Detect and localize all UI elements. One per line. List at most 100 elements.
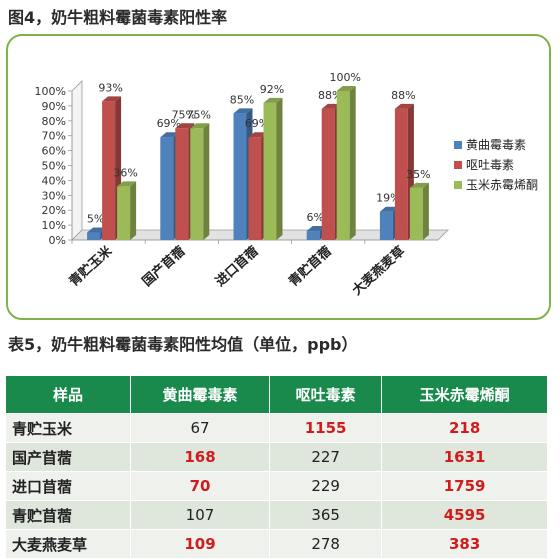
x-tick-label: 国产苜蓿 [139, 243, 188, 290]
table-cell: 67 [130, 413, 270, 443]
bar [87, 232, 101, 240]
data-label: 75% [172, 108, 196, 121]
table-row: 进口苜蓿 70 229 1759 [5, 471, 548, 501]
bar-top-face [379, 206, 399, 212]
bar-top-face [394, 103, 414, 109]
data-label: 69% [157, 117, 181, 130]
legend-swatch [454, 141, 462, 149]
row-sample-name: 青贮苜蓿 [5, 500, 131, 530]
bar-top-face [263, 97, 283, 103]
figure-title: 图4，奶牛粗料霉菌毒素阳性率 [8, 8, 228, 27]
header-zen: 玉米赤霉烯酮 [381, 375, 548, 414]
table-row: 大麦燕麦草 109 278 383 [5, 529, 548, 559]
data-label: 5% [87, 213, 104, 226]
table-cell: 1631 [381, 442, 548, 472]
x-tick-label: 青贮玉米 [66, 242, 116, 289]
bar [117, 186, 131, 240]
bar [248, 137, 262, 240]
table-cell: 229 [268, 471, 383, 501]
table-cell: 168 [130, 442, 270, 472]
bar-top-face [409, 182, 429, 188]
legend-label: 玉米赤霉烯酮 [466, 178, 538, 192]
legend-label: 黄曲霉毒素 [466, 138, 526, 152]
legend-swatch [454, 181, 462, 189]
y-tick-label: 100% [35, 85, 66, 98]
data-label: 100% [329, 71, 360, 84]
y-tick-label: 90% [42, 100, 66, 113]
legend-swatch [454, 161, 462, 169]
table-cell: 109 [130, 529, 270, 559]
bar-top-face [306, 226, 326, 232]
bar-top-face [190, 123, 210, 129]
data-label: 85% [230, 93, 254, 106]
y-tick-label: 50% [42, 160, 66, 173]
x-tick-label: 进口苜蓿 [212, 243, 261, 290]
bar-top-face [117, 181, 137, 187]
row-sample-name: 国产苜蓿 [5, 442, 131, 472]
data-label: 75% [187, 108, 211, 121]
table-cell: 227 [268, 442, 383, 472]
bar [379, 211, 393, 240]
bar-top-face [233, 108, 253, 114]
y-tick-label: 60% [42, 145, 66, 158]
chart-side-wall [71, 80, 83, 241]
legend-label: 呕吐毒素 [466, 158, 514, 172]
bar-side-face [203, 123, 210, 240]
bar-top-face [160, 132, 180, 138]
bar [336, 91, 350, 240]
data-label: 69% [245, 117, 269, 130]
y-tick-label: 40% [42, 174, 66, 187]
table-header-row: 样品 黄曲霉毒素 呕吐毒素 玉米赤霉烯酮 [5, 375, 548, 414]
bar [263, 102, 277, 240]
data-label: 88% [318, 89, 342, 102]
table-cell: 218 [381, 413, 548, 443]
table-cell: 383 [381, 529, 548, 559]
row-sample-name: 进口苜蓿 [5, 471, 131, 501]
bar-top-face [102, 96, 122, 102]
table-cell: 4595 [381, 500, 548, 530]
data-label: 19% [376, 192, 400, 205]
chart-frame: 0% 10% 20% 30% 40% 50% 60% 70% 80% 90% 100% 5% 93% 36… [6, 34, 551, 320]
header-aflatoxin: 黄曲霉毒素 [130, 375, 270, 414]
y-tick-label: 10% [42, 219, 66, 232]
table-row: 青贮玉米 67 1155 218 [5, 413, 548, 443]
bar [394, 108, 408, 240]
data-label: 92% [260, 83, 284, 96]
table-cell: 107 [130, 500, 270, 530]
table-cell: 365 [268, 500, 383, 530]
bar [190, 128, 204, 240]
table-row: 青贮苜蓿 107 365 4595 [5, 500, 548, 530]
bar [160, 137, 174, 240]
table-cell: 70 [130, 471, 270, 501]
row-sample-name: 青贮玉米 [5, 413, 131, 443]
table-cell: 1155 [268, 413, 383, 443]
bar-top-face [248, 132, 268, 138]
bar-top-face [87, 227, 107, 233]
bar-side-face [422, 182, 429, 240]
bar-top-face [321, 103, 341, 109]
x-tick-label: 大麦燕麦草 [349, 243, 408, 298]
data-label: 6% [306, 211, 323, 224]
bar [102, 101, 116, 241]
bar [409, 187, 423, 240]
bar [321, 108, 335, 240]
y-tick-label: 30% [42, 189, 66, 202]
y-tick-label: 0% [49, 234, 66, 247]
y-tick-label: 20% [42, 204, 66, 217]
data-label: 93% [98, 81, 122, 94]
data-table: 样品 黄曲霉毒素 呕吐毒素 玉米赤霉烯酮 青贮玉米 67 1155 218 国产苜蓿 16… [5, 375, 548, 559]
bar-side-face [349, 86, 356, 240]
header-sample: 样品 [5, 375, 131, 414]
bar-chart: 0% 10% 20% 30% 40%50% 60% 70% 80% 90% 100% 5% 93% 36… [35, 71, 538, 298]
bar-top-face [336, 86, 356, 91]
table-row: 国产苜蓿 168 227 1631 [5, 442, 548, 472]
bar-top-face [175, 123, 195, 129]
y-tick-label: 70% [42, 130, 66, 143]
data-label: 88% [391, 89, 415, 102]
bar [306, 231, 320, 240]
data-label: 36% [113, 166, 137, 179]
bar [175, 128, 189, 240]
table-cell: 1759 [381, 471, 548, 501]
data-label: 35% [406, 168, 430, 181]
bar-side-face [130, 181, 137, 240]
